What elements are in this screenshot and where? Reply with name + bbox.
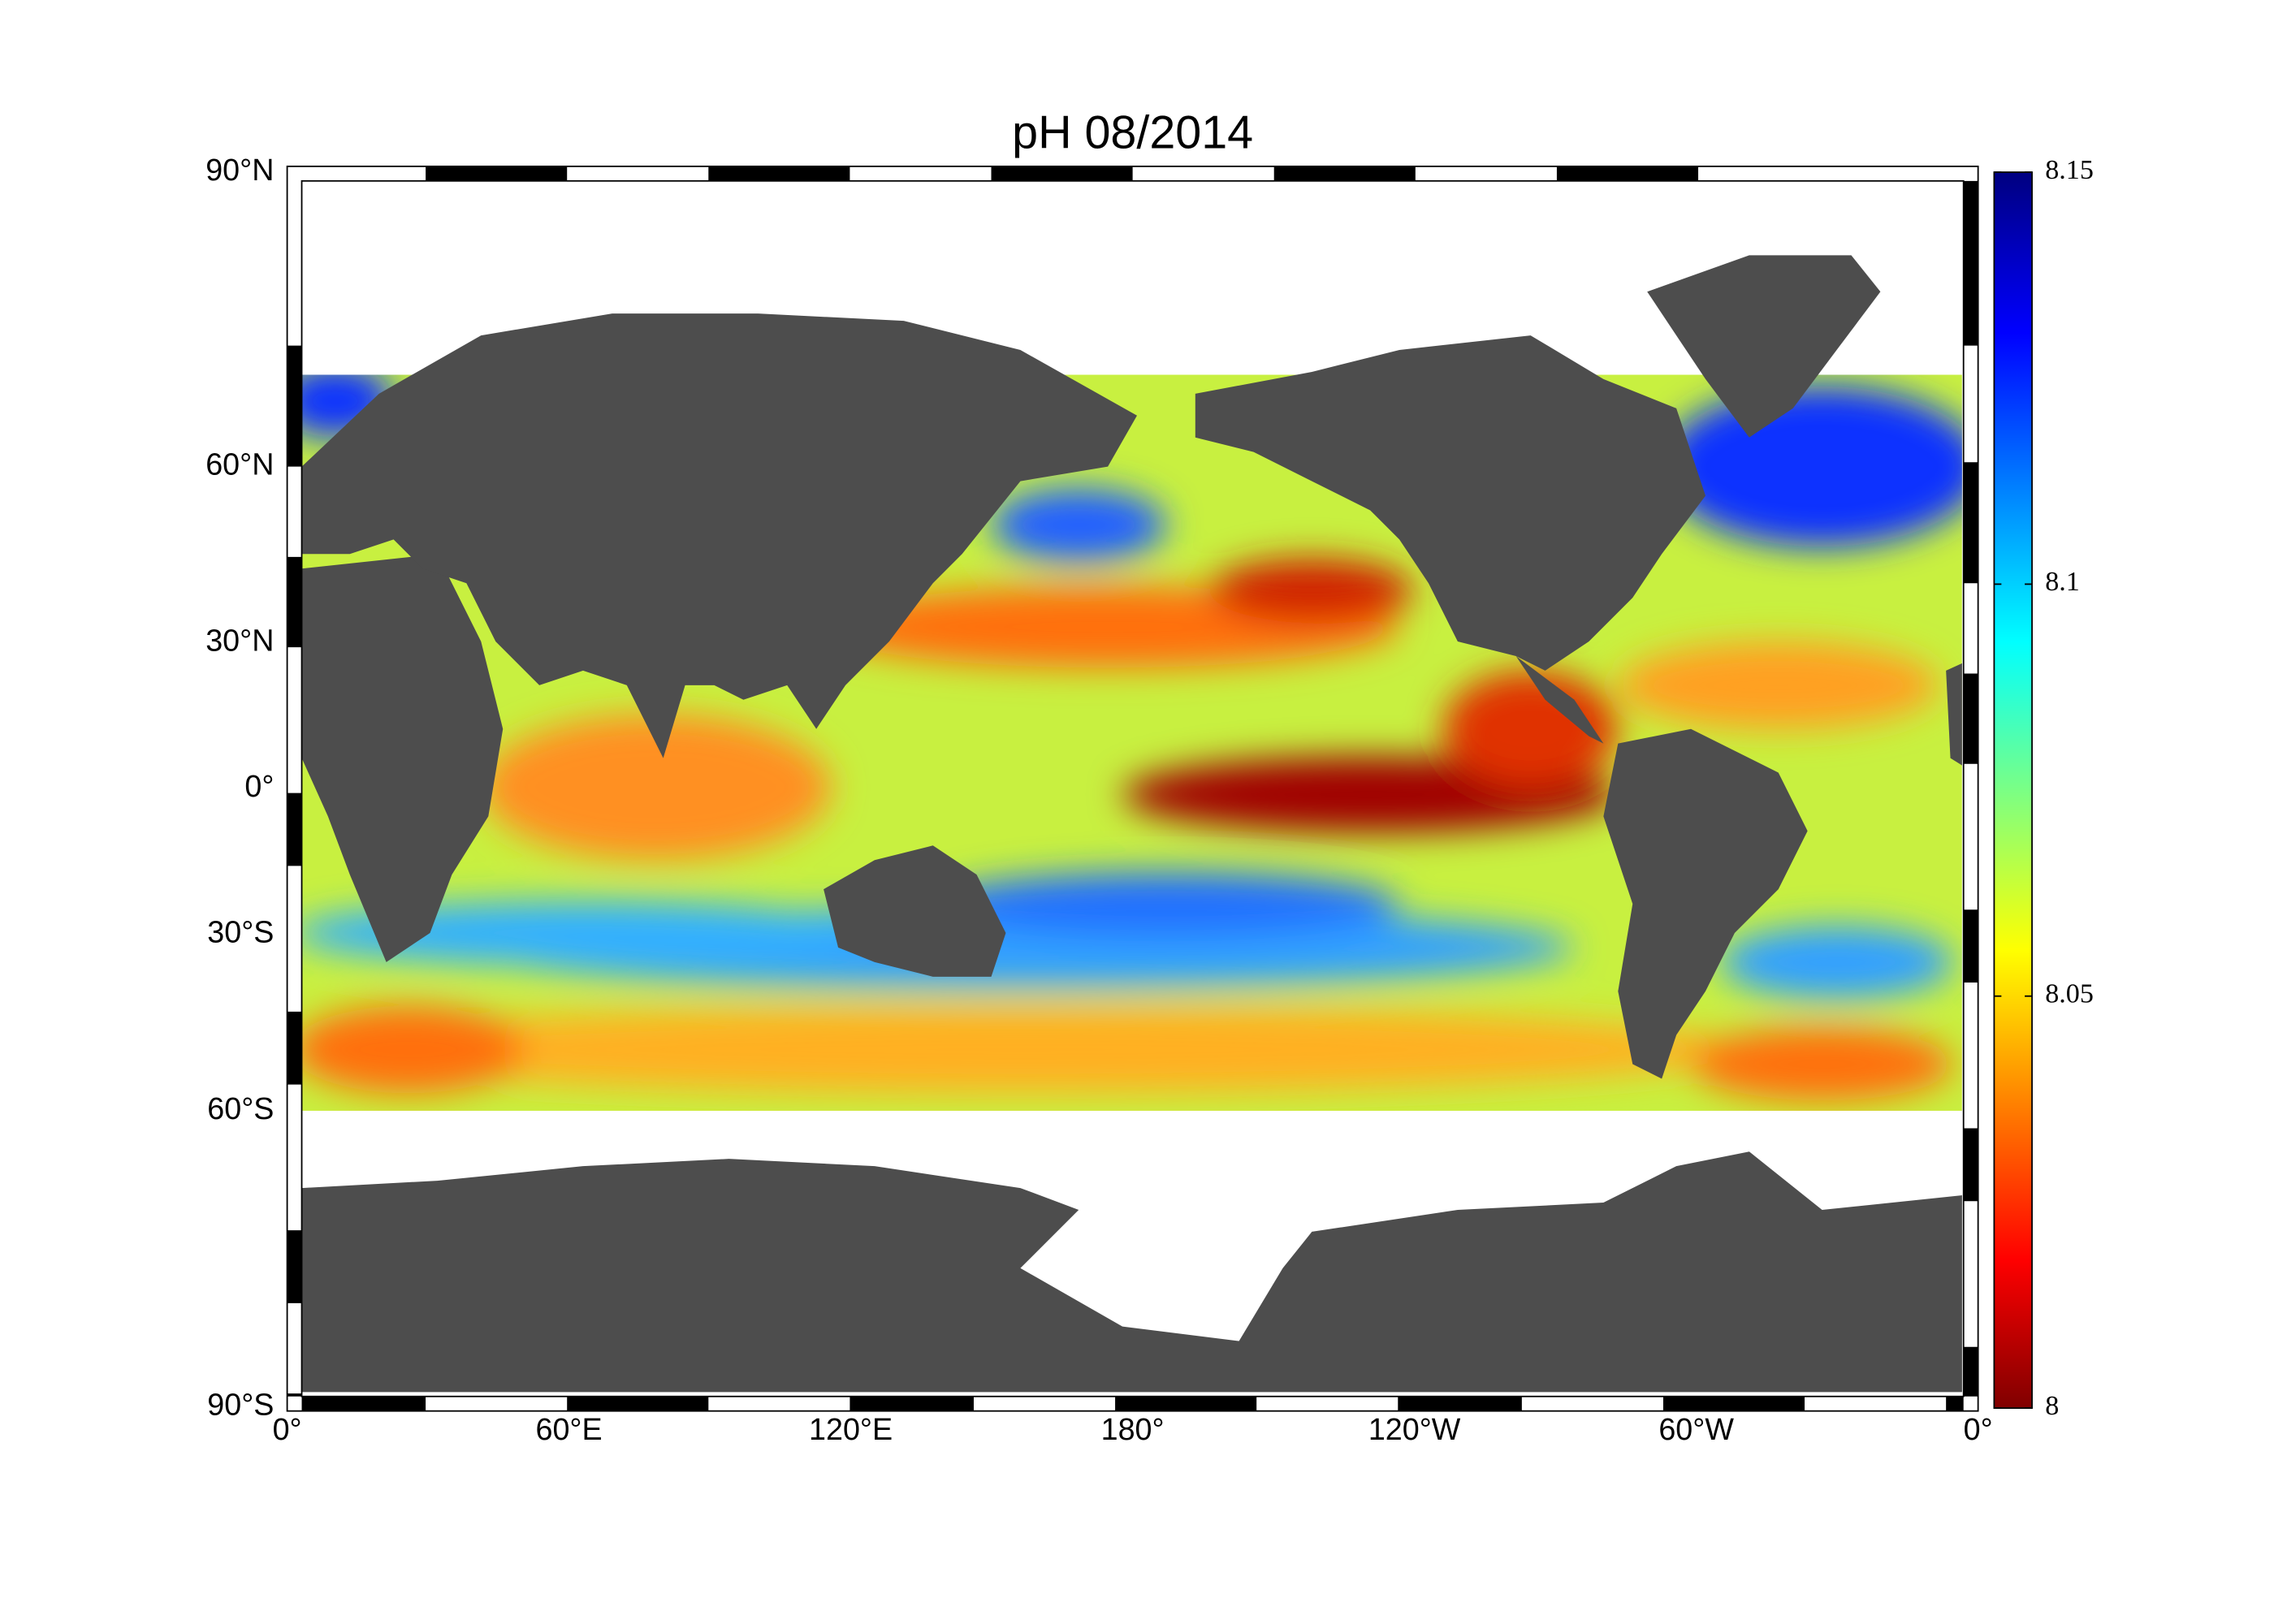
africa-west (1946, 663, 1962, 766)
colorbar-tick-label: 8.15 (2045, 155, 2094, 185)
greenland (1647, 255, 1881, 438)
africa (301, 554, 504, 962)
central-america (1515, 655, 1604, 744)
eurasia (301, 313, 1137, 758)
colorbar-tick-label: 8 (2045, 1391, 2059, 1421)
antarctica (301, 1151, 1962, 1393)
lat-label: 90°N (205, 153, 274, 187)
australia (824, 845, 1006, 977)
colorbar (1993, 171, 2033, 1409)
lon-label: 60°E (536, 1412, 603, 1446)
lat-label: 0° (244, 769, 274, 803)
lat-label: 30°S (207, 915, 274, 949)
lon-label: 0° (1964, 1412, 1993, 1446)
lat-label: 30°N (205, 624, 274, 658)
north-america (1195, 335, 1706, 671)
lon-label: 120°W (1368, 1412, 1461, 1446)
lon-label: 180° (1101, 1412, 1165, 1446)
south-america (1603, 728, 1808, 1079)
lat-label: 60°N (205, 447, 274, 482)
map-title: pH 08/2014 (1012, 106, 1253, 158)
lon-label: 0° (273, 1412, 302, 1446)
colorbar-tick-label: 8.05 (2045, 979, 2094, 1009)
lon-label: 60°W (1658, 1412, 1734, 1446)
lat-label: 60°S (207, 1091, 274, 1125)
land (301, 255, 1962, 1393)
lon-label: 120°E (809, 1412, 893, 1446)
map-frame (286, 165, 1979, 1412)
colorbar-tick-label: 8.1 (2045, 567, 2080, 597)
lat-label: 90°S (207, 1387, 274, 1421)
